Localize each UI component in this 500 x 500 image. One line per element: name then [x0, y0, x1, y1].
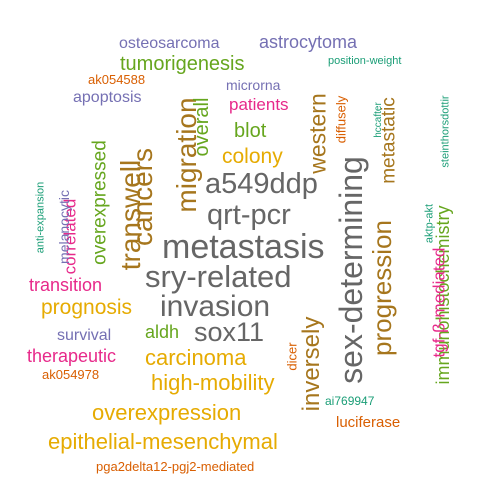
word-overexpressed: overexpressed [89, 140, 111, 265]
word-osteosarcoma: osteosarcoma [119, 35, 220, 52]
word-transwell: transwell [115, 159, 146, 271]
word-ak054978: ak054978 [42, 367, 100, 382]
word-sex-determining: sex-determining [333, 156, 369, 384]
word-ak054588: ak054588 [88, 72, 146, 87]
word-aktp-akt: aktp-akt [423, 203, 436, 244]
word-dicer: dicer [284, 342, 300, 371]
word-a549ddp: a549ddp [205, 168, 318, 200]
word-high-mobility: high-mobility [151, 370, 275, 395]
word-western: western [304, 93, 331, 174]
word-sox11: sox11 [194, 317, 265, 347]
word-overall: overall [191, 97, 213, 157]
word-blot: blot [234, 120, 267, 142]
word-anti-expansion: anti-expansion [34, 181, 47, 254]
word-epithelial-mesenchymal: epithelial-mesenchymal [48, 429, 278, 454]
word-colony: colony [222, 145, 283, 168]
word-progression: progression [367, 220, 397, 356]
word-position-weight: position-weight [328, 55, 402, 67]
word-ai769947: ai769947 [325, 394, 375, 408]
word-melanocytic: melanocytic [56, 190, 72, 264]
word-overexpression: overexpression [92, 400, 242, 425]
word-invasion: invasion [160, 290, 271, 323]
word-aldh: aldh [145, 322, 180, 342]
word-patients: patients [229, 95, 289, 114]
word-tumorigenesis: tumorigenesis [120, 53, 245, 75]
word-pga2delta12: pga2delta12-pgj2-mediated [96, 459, 255, 474]
word-luciferase: luciferase [336, 414, 401, 431]
word-carcinoma: carcinoma [145, 345, 247, 370]
word-steinthorsdottir: steinthorsdottir [439, 95, 452, 168]
word-sry-related: sry-related [145, 259, 292, 294]
word-diffusely: diffusely [333, 95, 349, 144]
word-transition: transition [29, 275, 103, 295]
word-metastasis: metastasis [162, 228, 325, 266]
word-survival: survival [57, 327, 112, 344]
word-astrocytoma: astrocytoma [259, 32, 358, 52]
word-qrt-pcr: qrt-pcr [207, 199, 291, 231]
word-apoptosis: apoptosis [73, 89, 142, 106]
word-therapeutic: therapeutic [27, 346, 117, 366]
word-inversely: inversely [298, 316, 325, 412]
word-hccafter: hccafter [373, 102, 384, 138]
word-microrna: microrna [226, 77, 281, 93]
word-prognosis: prognosis [41, 296, 133, 319]
